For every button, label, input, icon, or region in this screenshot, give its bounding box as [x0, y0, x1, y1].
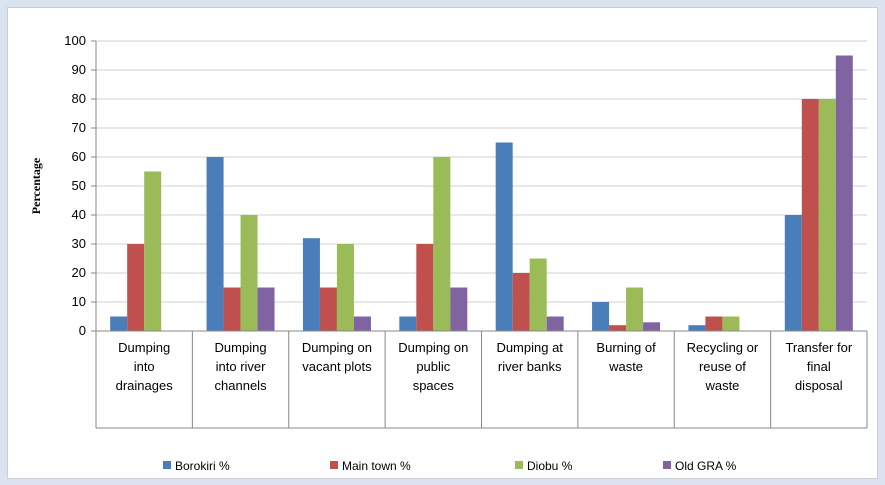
category-label: Dumping on vacant plots	[302, 340, 372, 374]
y-tick-label: 30	[72, 236, 86, 251]
category-label: Dumping into drainages	[116, 340, 174, 393]
bar	[643, 322, 661, 331]
bar	[818, 99, 836, 331]
legend: Borokiri % Main town % Diobu % Old GRA %	[163, 459, 737, 473]
bar	[110, 316, 128, 331]
bar	[319, 287, 337, 331]
y-tick-label: 60	[72, 149, 86, 164]
bar	[416, 244, 434, 331]
bar	[546, 316, 564, 331]
category-label: Recycling or reuse of waste	[687, 340, 759, 393]
y-axis-label: Percentage	[29, 157, 43, 214]
y-tick-label: 70	[72, 120, 86, 135]
y-tick-label: 0	[79, 323, 86, 338]
category-label: Dumping on public spaces	[398, 340, 468, 393]
legend-swatch	[163, 461, 171, 469]
bar	[450, 287, 468, 331]
chart-frame: 0 10 20 30 40 50 60 70 80 90 100 Dumping into draina…	[7, 7, 878, 479]
category-label: Dumping at river banks	[496, 340, 563, 374]
legend-label: Main town %	[342, 459, 411, 473]
bar	[353, 316, 371, 331]
legend-label: Old GRA %	[675, 459, 737, 473]
legend-swatch	[330, 461, 338, 469]
category-label: Dumping into river channels	[215, 340, 268, 393]
category-label: Burning of waste	[596, 340, 656, 374]
bar	[240, 215, 258, 331]
y-tick-label: 80	[72, 91, 86, 106]
bar	[144, 171, 162, 331]
legend-label: Borokiri %	[175, 459, 230, 473]
bar	[592, 302, 610, 331]
bar	[257, 287, 275, 331]
bar	[206, 157, 224, 331]
bar	[223, 287, 241, 331]
bar	[784, 215, 802, 331]
bar	[336, 244, 354, 331]
bar-chart: 0 10 20 30 40 50 60 70 80 90 100 Dumping into draina…	[29, 33, 868, 473]
category-label: Transfer for final disposal	[785, 340, 852, 393]
category-labels: Dumping into drainages Dumping into river cha…	[116, 340, 853, 393]
bar	[302, 238, 320, 331]
bar	[626, 287, 644, 331]
y-tick-label: 90	[72, 62, 86, 77]
bar	[835, 55, 853, 331]
bar	[609, 325, 627, 331]
bar	[433, 157, 451, 331]
bar	[801, 99, 819, 331]
y-tick-label: 10	[72, 294, 86, 309]
bar	[127, 244, 145, 331]
legend-label: Diobu %	[527, 459, 573, 473]
y-tick-label: 20	[72, 265, 86, 280]
bar	[512, 273, 530, 331]
y-tick-labels: 0 10 20 30 40 50 60 70 80 90 100	[64, 33, 86, 338]
bar	[688, 325, 706, 331]
y-tick-label: 100	[64, 33, 86, 48]
bar	[529, 258, 547, 331]
bar	[399, 316, 417, 331]
legend-swatch	[515, 461, 523, 469]
y-tick-label: 50	[72, 178, 86, 193]
axes	[91, 40, 868, 429]
bar	[722, 316, 740, 331]
bar	[495, 142, 513, 331]
bar	[705, 316, 723, 331]
legend-swatch	[663, 461, 671, 469]
y-tick-label: 40	[72, 207, 86, 222]
bars	[110, 55, 853, 331]
